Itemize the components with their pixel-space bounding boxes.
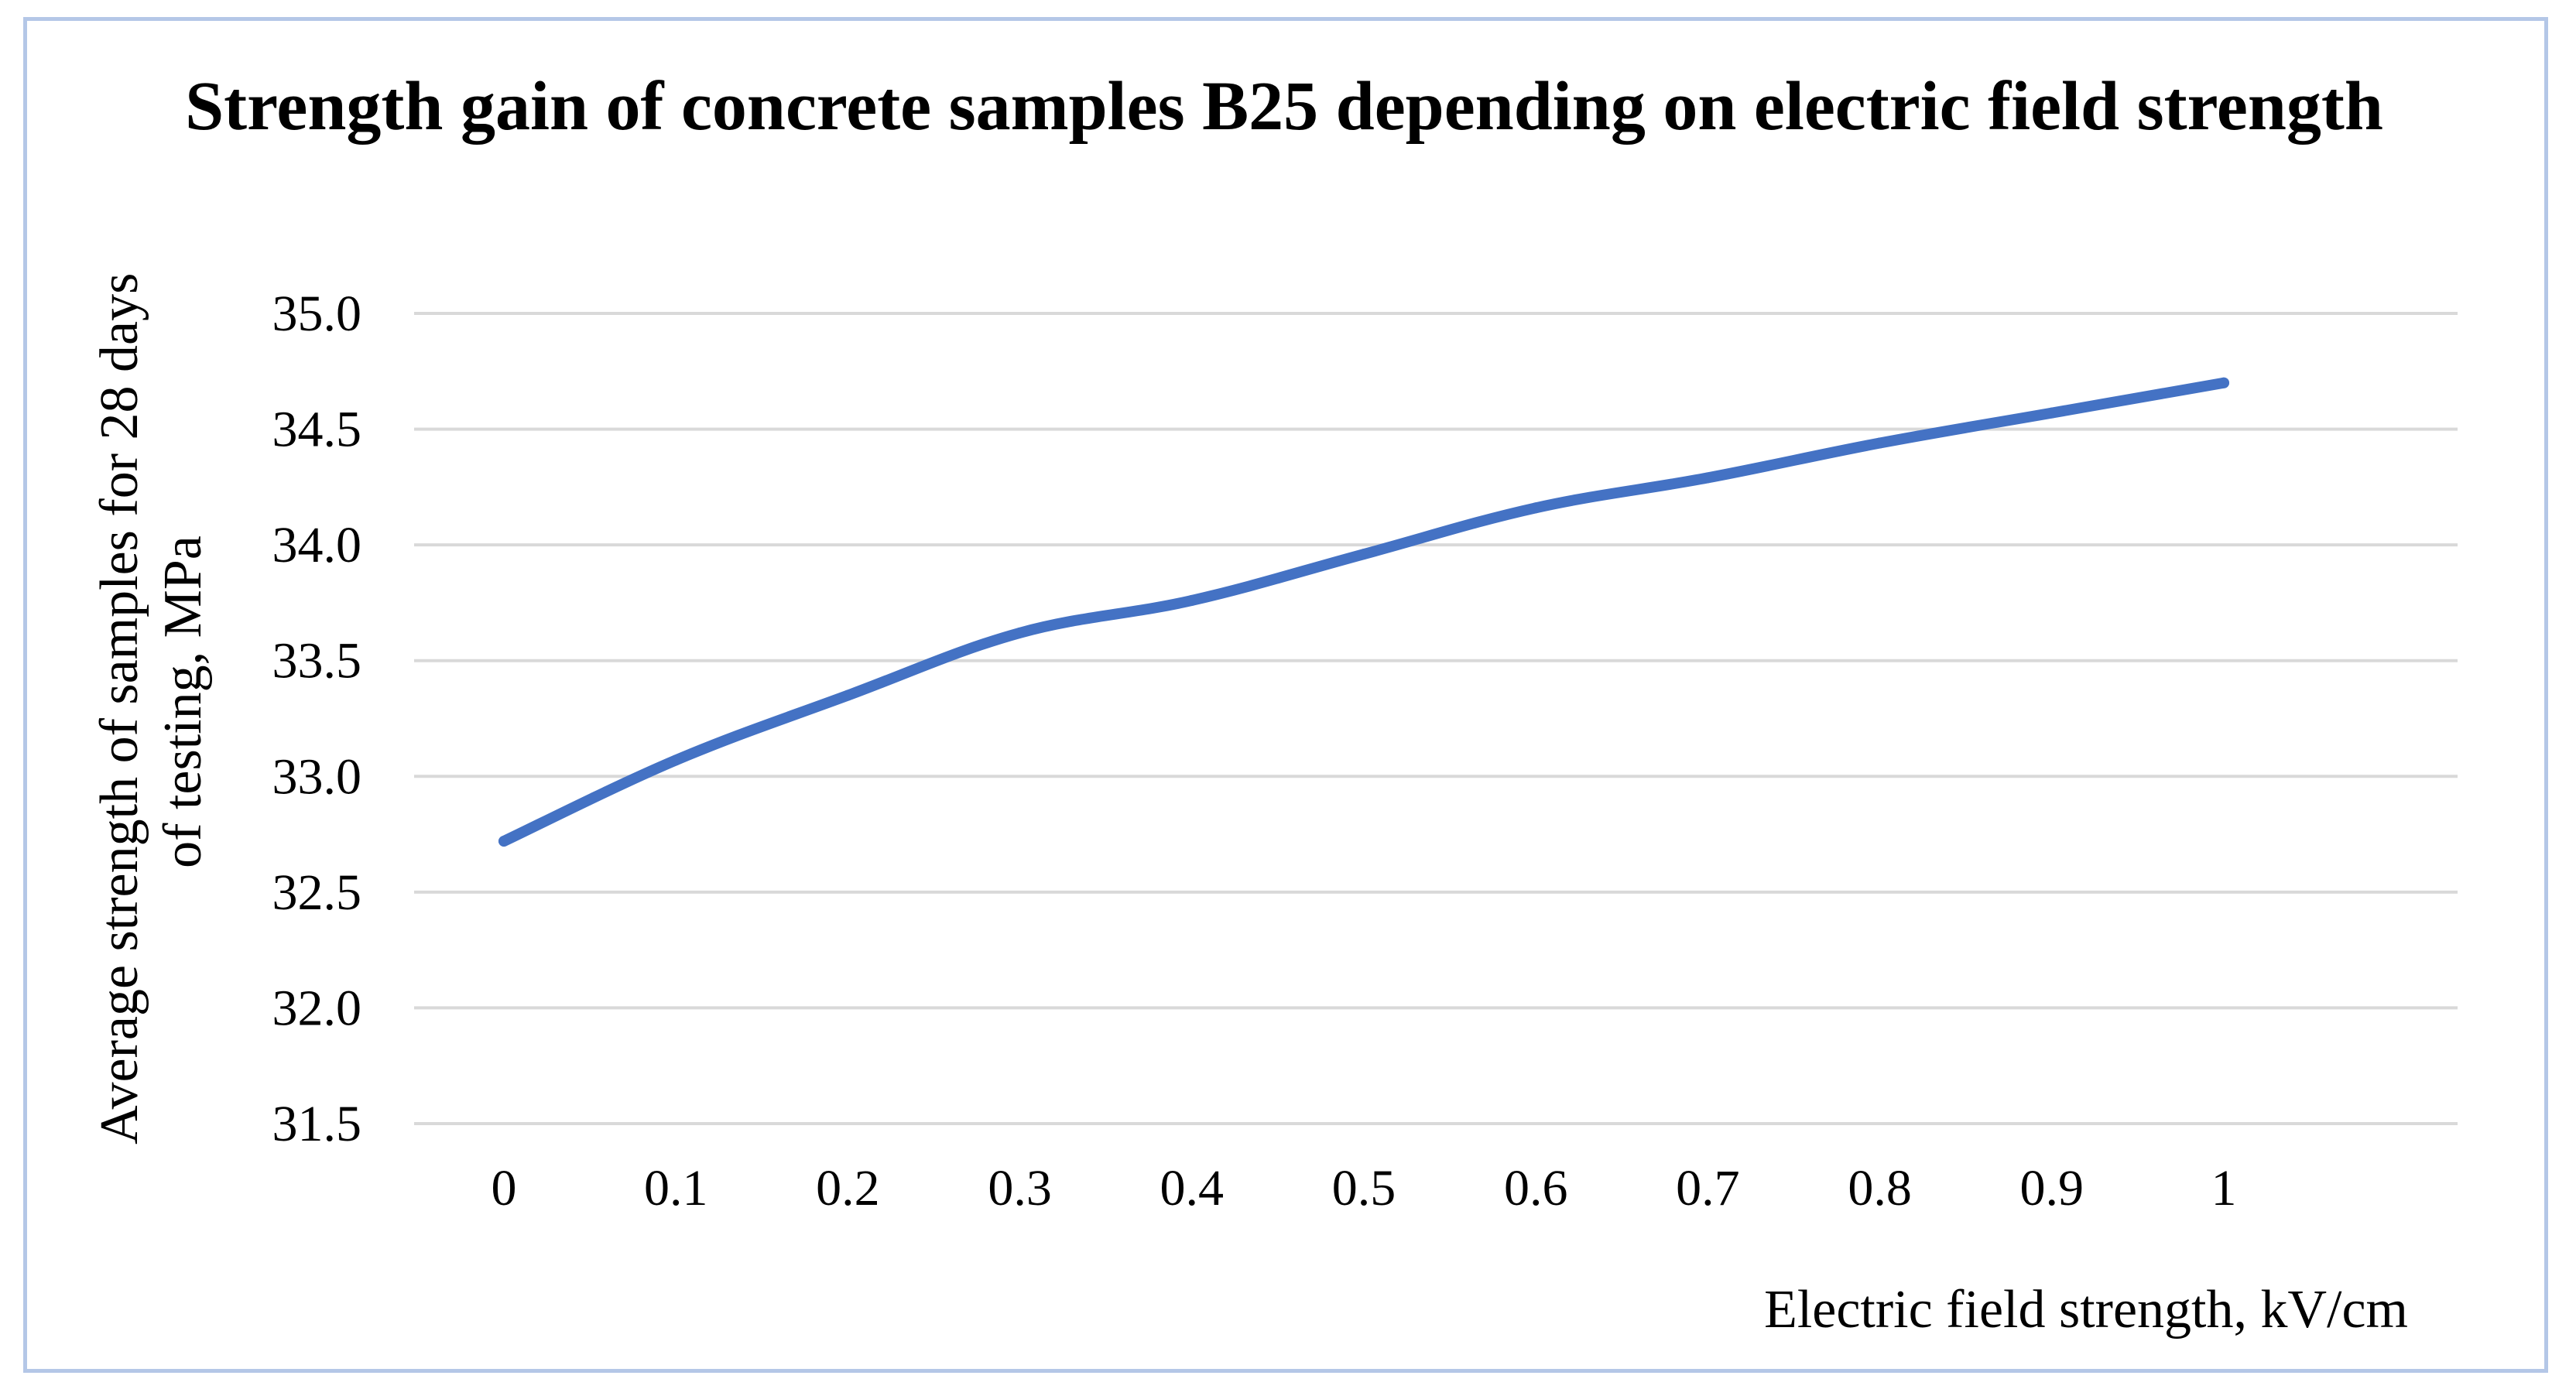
y-axis-ticks: 31.5 32.0 32.5 33.0 33.5 34.0 34.5 35.0	[272, 286, 362, 1152]
series-line-0	[498, 377, 2229, 847]
y-tick-label: 32.5	[272, 864, 362, 921]
data-point	[1874, 437, 1886, 449]
x-tick-label: 0.5	[1332, 1160, 1396, 1216]
y-tick-label: 34.5	[272, 402, 362, 458]
x-axis-ticks: 0 0.1 0.2 0.3 0.4 0.5 0.6 0.7 0.8 0.9 1	[492, 1160, 2237, 1216]
chart-frame: Strength gain of concrete samples B25 de…	[23, 17, 2548, 1373]
data-point	[1186, 594, 1197, 606]
data-point	[1014, 627, 1026, 638]
x-tick-label: 0.9	[2020, 1160, 2084, 1216]
x-axis-label: Electric field strength, kV/cm	[1764, 1280, 2408, 1340]
x-tick-label: 0.4	[1160, 1160, 1225, 1216]
data-point	[2218, 377, 2229, 388]
gridlines	[414, 312, 2458, 1125]
chart-title: Strength gain of concrete samples B25 de…	[185, 68, 2383, 145]
y-tick-label: 33.0	[272, 748, 362, 805]
line-chart: Strength gain of concrete samples B25 de…	[90, 68, 2458, 1340]
data-point	[1358, 549, 1369, 560]
y-tick-label: 31.5	[272, 1096, 362, 1152]
data-point	[1530, 502, 1542, 514]
data-point	[670, 754, 682, 766]
data-point	[498, 836, 509, 847]
x-tick-label: 0.6	[1504, 1160, 1568, 1216]
x-tick-label: 0.1	[644, 1160, 708, 1216]
x-tick-label: 0.7	[1676, 1160, 1740, 1216]
x-tick-label: 0.3	[988, 1160, 1052, 1216]
series-layer	[498, 377, 2229, 847]
y-axis-label: Average strength of samples for 28 days …	[90, 259, 213, 1145]
x-tick-label: 0.2	[816, 1160, 880, 1216]
data-point	[1702, 472, 1714, 484]
y-tick-label: 32.0	[272, 980, 362, 1036]
y-axis-label-line-2: of testing, MPa	[153, 535, 213, 868]
data-point	[842, 689, 854, 701]
y-axis-label-line-1: Average strength of samples for 28 days	[90, 273, 149, 1145]
x-tick-label: 1	[2211, 1160, 2237, 1216]
y-tick-label: 34.0	[272, 517, 362, 573]
y-tick-label: 33.5	[272, 633, 362, 689]
y-tick-label: 35.0	[272, 286, 362, 342]
data-point	[2046, 407, 2057, 419]
x-tick-label: 0	[492, 1160, 517, 1216]
x-tick-label: 0.8	[1848, 1160, 1912, 1216]
